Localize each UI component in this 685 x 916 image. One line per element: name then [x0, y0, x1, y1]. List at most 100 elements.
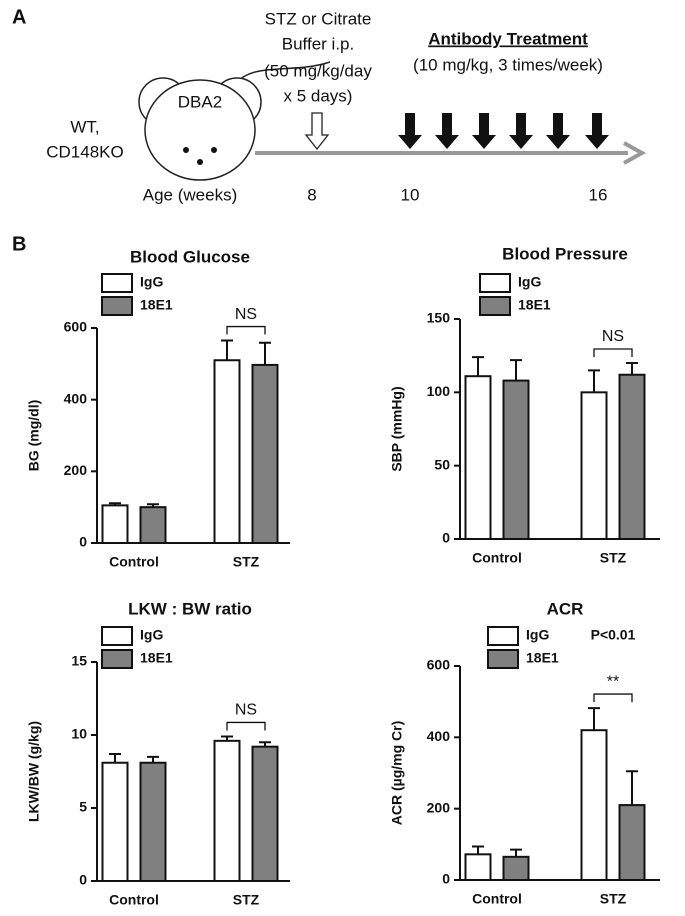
legend-swatch — [487, 649, 519, 669]
y-tick-label: 600 — [64, 319, 88, 335]
legend-label: IgG — [518, 274, 541, 290]
stz-text: (50 mg/kg/day — [264, 61, 372, 80]
chart-title: Blood Glucose — [130, 247, 250, 266]
x-tick-label: Control — [472, 891, 522, 907]
bar — [101, 761, 129, 882]
p-value: P<0.01 — [591, 627, 636, 643]
y-tick-label: 600 — [427, 657, 451, 673]
bar — [464, 853, 492, 882]
y-tick-label: 200 — [427, 799, 451, 815]
error-bar — [588, 707, 600, 731]
error-bar — [626, 362, 638, 375]
error-bar — [109, 752, 121, 763]
panel-label: A — [12, 6, 26, 28]
error-bar — [259, 341, 271, 365]
legend-swatch — [487, 626, 519, 646]
chart-title: LKW : BW ratio — [128, 599, 252, 618]
x-tick-label: STZ — [233, 554, 260, 570]
error-bar — [472, 845, 484, 855]
y-tick-label: 200 — [64, 462, 88, 478]
y-tick-label: 15 — [71, 653, 87, 669]
legend-swatch — [101, 649, 133, 669]
x-tick-label: STZ — [233, 892, 260, 908]
bar — [251, 745, 279, 882]
legend-label: IgG — [526, 627, 549, 643]
genotype: CD148KO — [46, 142, 123, 161]
error-bar — [510, 848, 522, 857]
x-tick-label: STZ — [600, 891, 627, 907]
bar — [618, 373, 646, 540]
y-tick-label: 10 — [71, 726, 87, 742]
error-bar — [259, 741, 271, 747]
mouse-label: DBA2 — [178, 92, 222, 111]
y-tick-label: 0 — [79, 872, 87, 888]
significance-bracket — [593, 693, 633, 703]
legend-label: 18E1 — [140, 650, 173, 666]
legend-label: 18E1 — [518, 297, 551, 313]
bar — [464, 375, 492, 541]
y-tick-label: 5 — [79, 799, 87, 815]
error-bar — [147, 755, 159, 763]
significance-label: NS — [602, 328, 624, 345]
bar — [213, 739, 241, 883]
error-bar — [109, 502, 121, 506]
age: 8 — [307, 185, 316, 204]
bar — [101, 504, 129, 544]
bar — [502, 379, 530, 540]
error-bar — [221, 735, 233, 741]
bar — [213, 359, 241, 544]
legend-label: 18E1 — [140, 297, 173, 313]
legend-swatch — [479, 296, 511, 316]
bar — [580, 729, 608, 882]
significance-label: ** — [607, 673, 619, 690]
significance-bracket — [593, 348, 633, 357]
treatment-arrows — [398, 113, 609, 149]
legend-swatch — [101, 273, 133, 293]
mouse-icon — [138, 61, 331, 181]
chart-title: Blood Pressure — [502, 244, 628, 263]
significance-bracket — [226, 325, 266, 335]
y-tick-label: 100 — [427, 383, 451, 399]
bar — [251, 363, 279, 544]
x-tick-label: STZ — [600, 550, 627, 566]
y-tick-label: 0 — [79, 534, 87, 550]
legend-swatch — [479, 273, 511, 293]
x-tick-label: Control — [109, 554, 159, 570]
error-bar — [147, 503, 159, 508]
bar — [139, 506, 167, 544]
treatment-title: Antibody Treatment — [428, 29, 588, 48]
legend-swatch — [101, 626, 133, 646]
age: 16 — [589, 185, 608, 204]
error-bar — [588, 369, 600, 393]
y-axis-label: ACR (µg/mg Cr) — [389, 721, 405, 826]
significance-bracket — [226, 721, 266, 731]
y-axis-label: LKW/BW (g/kg) — [26, 721, 42, 822]
age: 10 — [401, 185, 420, 204]
significance-label: NS — [235, 702, 257, 719]
error-bar — [472, 356, 484, 377]
mouse-face — [183, 147, 217, 165]
stz-text: STZ or Citrate — [265, 9, 372, 28]
legend-label: 18E1 — [526, 650, 559, 666]
error-bar — [510, 359, 522, 381]
y-axis-label: BG (mg/dl) — [26, 400, 42, 472]
panel-label: B — [12, 233, 26, 255]
y-tick-label: 400 — [427, 728, 451, 744]
bar — [502, 855, 530, 881]
y-tick-label: 0 — [442, 871, 450, 887]
error-bar — [626, 770, 638, 806]
stz-text: Buffer i.p. — [282, 34, 354, 53]
genotype: WT, — [70, 117, 99, 136]
y-axis-label: SBP (mmHg) — [389, 386, 405, 471]
y-tick-label: 400 — [64, 390, 88, 406]
y-tick-label: 0 — [442, 530, 450, 546]
legend-label: IgG — [140, 274, 163, 290]
chart-title: ACR — [547, 599, 584, 618]
timeline — [255, 112, 647, 165]
error-bar — [221, 339, 233, 361]
bar — [580, 391, 608, 541]
age-label: Age (weeks) — [143, 185, 237, 204]
legend-label: IgG — [140, 627, 163, 643]
bar — [618, 804, 646, 881]
